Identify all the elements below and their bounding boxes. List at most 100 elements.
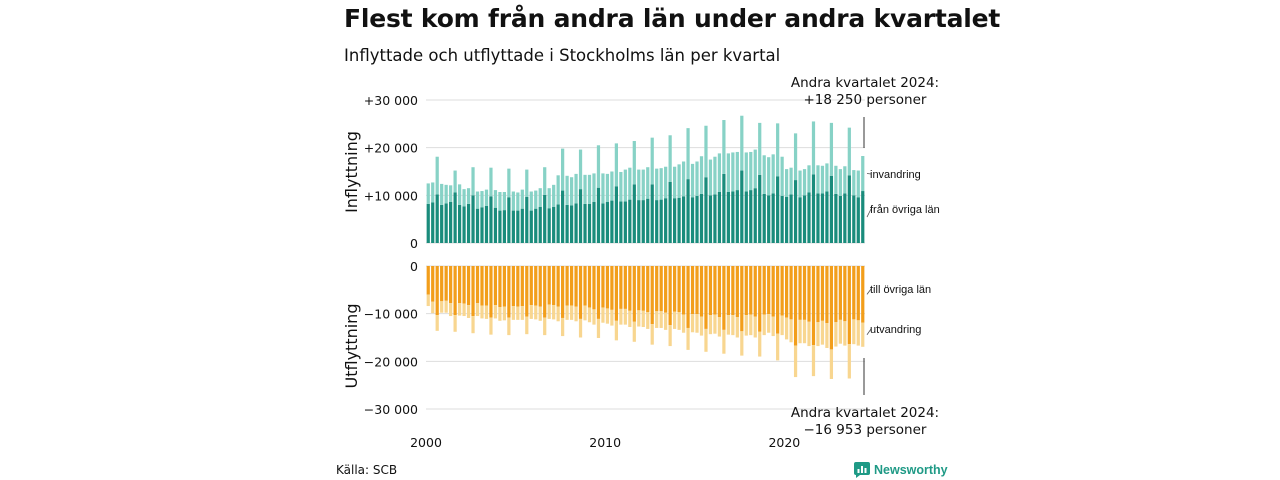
- bar-fran-ovriga-lan: [802, 195, 807, 243]
- bar-till-ovriga-lan: [646, 266, 650, 313]
- bar-utvandring: [605, 308, 610, 324]
- bar-till-ovriga-lan: [552, 266, 556, 306]
- bar-till-ovriga-lan: [713, 266, 717, 315]
- bar-fran-ovriga-lan: [834, 193, 838, 243]
- bar-utvandring: [547, 304, 551, 319]
- bar-fran-ovriga-lan: [784, 196, 789, 243]
- bar-fran-ovriga-lan: [829, 175, 834, 243]
- bar-invandring: [852, 170, 856, 196]
- bar-utvandring: [632, 321, 636, 342]
- bar-invandring: [650, 137, 654, 185]
- bar-till-ovriga-lan: [493, 266, 498, 306]
- y-tick-label: 0: [410, 259, 418, 274]
- bar-invandring: [583, 174, 587, 204]
- bar-utvandring: [704, 328, 708, 352]
- bar-till-ovriga-lan: [525, 266, 529, 317]
- brand-logo[interactable]: Newsworthy: [854, 462, 948, 478]
- bar-till-ovriga-lan: [596, 266, 601, 319]
- bar-fran-ovriga-lan: [556, 204, 560, 243]
- bar-utvandring: [762, 314, 766, 336]
- bar-fran-ovriga-lan: [426, 203, 430, 243]
- x-tick-label: 2020: [768, 435, 800, 450]
- bar-invandring: [578, 149, 583, 190]
- bar-utvandring: [740, 331, 744, 356]
- bar-invandring: [547, 188, 551, 209]
- bar-till-ovriga-lan: [444, 266, 448, 301]
- bar-utvandring: [681, 314, 686, 333]
- bar-till-ovriga-lan: [793, 266, 798, 346]
- bar-till-ovriga-lan: [623, 266, 627, 309]
- bar-fran-ovriga-lan: [547, 208, 551, 243]
- bar-invandring: [453, 170, 457, 193]
- bar-fran-ovriga-lan: [655, 200, 659, 243]
- bar-fran-ovriga-lan: [538, 206, 542, 243]
- bar-invandring: [726, 153, 730, 192]
- bar-utvandring: [552, 305, 556, 320]
- bar-till-ovriga-lan: [722, 266, 726, 330]
- bar-utvandring: [771, 316, 775, 337]
- bar-fran-ovriga-lan: [520, 208, 524, 243]
- bar-till-ovriga-lan: [440, 266, 444, 302]
- bar-utvandring: [735, 317, 739, 338]
- bar-invandring: [457, 184, 462, 205]
- bar-invandring: [655, 168, 659, 201]
- bar-till-ovriga-lan: [569, 266, 574, 306]
- bar-invandring: [561, 148, 565, 191]
- bar-utvandring: [462, 303, 466, 317]
- bar-fran-ovriga-lan: [717, 191, 722, 243]
- bar-till-ovriga-lan: [498, 266, 502, 307]
- bar-till-ovriga-lan: [516, 266, 520, 307]
- bar-fran-ovriga-lan: [699, 193, 704, 243]
- bar-fran-ovriga-lan: [552, 206, 556, 243]
- bar-invandring: [610, 171, 614, 201]
- bar-utvandring: [641, 310, 645, 328]
- bar-invandring: [592, 173, 596, 203]
- bar-invandring: [502, 191, 507, 211]
- bar-invandring: [847, 127, 851, 176]
- bar-invandring: [525, 169, 529, 197]
- bar-fran-ovriga-lan: [507, 197, 511, 243]
- bar-utvandring: [708, 315, 713, 335]
- bar-utvandring: [699, 316, 704, 336]
- bar-till-ovriga-lan: [556, 266, 560, 307]
- bar-utvandring: [538, 306, 542, 321]
- bar-fran-ovriga-lan: [516, 210, 520, 243]
- bar-till-ovriga-lan: [699, 266, 704, 317]
- bar-fran-ovriga-lan: [435, 194, 439, 243]
- bar-fran-ovriga-lan: [632, 184, 636, 243]
- bar-invandring: [543, 167, 547, 195]
- bar-invandring: [619, 171, 623, 202]
- bar-utvandring: [529, 305, 533, 319]
- bar-fran-ovriga-lan: [686, 179, 690, 243]
- bar-till-ovriga-lan: [802, 266, 807, 320]
- bar-fran-ovriga-lan: [677, 197, 681, 243]
- x-tick-label: 2010: [589, 435, 621, 450]
- bar-till-ovriga-lan: [534, 266, 538, 306]
- label-fran-ovriga-lan-pointer: [866, 208, 872, 218]
- bar-till-ovriga-lan: [740, 266, 744, 332]
- bar-till-ovriga-lan: [529, 266, 533, 306]
- bar-utvandring: [829, 349, 834, 379]
- bar-invandring: [529, 191, 533, 211]
- bar-till-ovriga-lan: [681, 266, 686, 315]
- bar-till-ovriga-lan: [767, 266, 771, 315]
- bar-utvandring: [717, 317, 722, 337]
- bar-fran-ovriga-lan: [847, 175, 851, 243]
- bar-fran-ovriga-lan: [511, 210, 515, 243]
- bar-till-ovriga-lan: [847, 266, 851, 345]
- bar-invandring: [843, 166, 847, 194]
- bar-fran-ovriga-lan: [574, 203, 578, 243]
- bar-invandring: [614, 143, 618, 187]
- bar-utvandring: [731, 315, 735, 336]
- chart-subtitle: Inflyttade och utflyttade i Stockholms l…: [344, 46, 781, 65]
- bar-invandring: [601, 173, 605, 204]
- bar-utvandring: [749, 314, 753, 336]
- utflyttning-bars: [426, 266, 865, 379]
- bar-fran-ovriga-lan: [502, 210, 507, 243]
- bar-utvandring: [453, 315, 457, 332]
- bar-fran-ovriga-lan: [695, 195, 699, 243]
- bar-till-ovriga-lan: [726, 266, 730, 316]
- bar-till-ovriga-lan: [861, 266, 865, 323]
- bar-till-ovriga-lan: [717, 266, 722, 318]
- bar-till-ovriga-lan: [825, 266, 829, 324]
